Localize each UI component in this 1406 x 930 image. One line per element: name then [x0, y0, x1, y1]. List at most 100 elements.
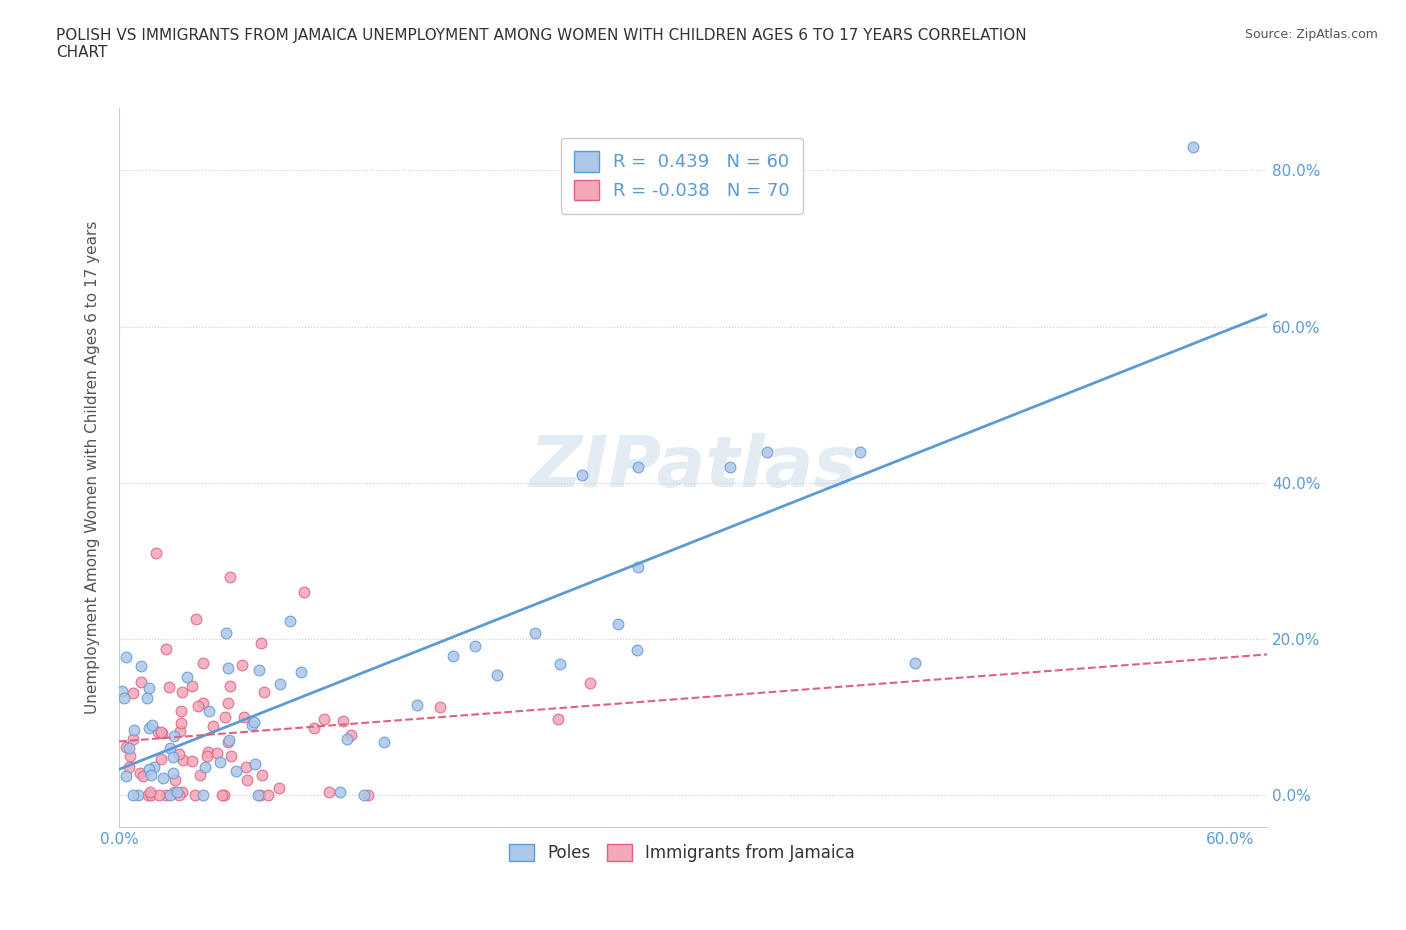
Poles [138, 681, 160, 696]
Poles [166, 784, 188, 799]
Immigrants from Jamaica [131, 674, 153, 689]
Immigrants from Jamaica [121, 732, 143, 747]
Immigrants from Jamaica [136, 788, 159, 803]
Poles [141, 767, 163, 782]
Poles [849, 445, 872, 459]
Poles [118, 741, 141, 756]
Poles [135, 691, 157, 706]
Poles [571, 468, 593, 483]
Poles [194, 760, 217, 775]
Immigrants from Jamaica [172, 685, 194, 700]
Immigrants from Jamaica [155, 788, 177, 803]
Immigrants from Jamaica [219, 569, 242, 584]
Poles [464, 638, 486, 653]
Poles [159, 788, 181, 803]
Immigrants from Jamaica [357, 788, 380, 803]
Poles [138, 721, 160, 736]
Immigrants from Jamaica [145, 546, 167, 561]
Immigrants from Jamaica [180, 679, 202, 694]
Immigrants from Jamaica [139, 788, 162, 803]
Poles [162, 749, 184, 764]
Immigrants from Jamaica [155, 642, 177, 657]
Immigrants from Jamaica [169, 724, 191, 738]
Poles [329, 785, 352, 800]
Poles [162, 765, 184, 780]
Immigrants from Jamaica [132, 769, 155, 784]
Immigrants from Jamaica [218, 678, 240, 693]
Poles [627, 460, 650, 475]
Immigrants from Jamaica [122, 685, 145, 700]
Immigrants from Jamaica [163, 785, 186, 800]
Poles [523, 625, 546, 640]
Immigrants from Jamaica [232, 710, 254, 724]
Text: ZIPatlas: ZIPatlas [530, 432, 856, 502]
Immigrants from Jamaica [339, 727, 361, 742]
Poles [290, 665, 312, 680]
Immigrants from Jamaica [186, 612, 208, 627]
Poles [217, 661, 239, 676]
Immigrants from Jamaica [172, 752, 194, 767]
Poles [143, 759, 166, 774]
Poles [756, 445, 779, 459]
Poles [1182, 140, 1205, 154]
Poles [247, 663, 270, 678]
Immigrants from Jamaica [148, 788, 170, 803]
Immigrants from Jamaica [170, 784, 193, 799]
Immigrants from Jamaica [129, 765, 152, 780]
Poles [124, 723, 146, 737]
Immigrants from Jamaica [193, 656, 215, 671]
Immigrants from Jamaica [236, 772, 259, 787]
Immigrants from Jamaica [202, 718, 225, 733]
Poles [141, 718, 163, 733]
Immigrants from Jamaica [150, 724, 173, 739]
Poles [548, 657, 571, 671]
Immigrants from Jamaica [547, 711, 569, 726]
Immigrants from Jamaica [250, 635, 273, 650]
Immigrants from Jamaica [292, 585, 315, 600]
Poles [353, 788, 375, 803]
Immigrants from Jamaica [217, 735, 239, 750]
Immigrants from Jamaica [115, 739, 138, 754]
Immigrants from Jamaica [118, 760, 141, 775]
Immigrants from Jamaica [579, 675, 602, 690]
Poles [225, 764, 247, 778]
Immigrants from Jamaica [332, 713, 354, 728]
Legend: Poles, Immigrants from Jamaica: Poles, Immigrants from Jamaica [502, 837, 862, 869]
Immigrants from Jamaica [139, 785, 162, 800]
Poles [112, 690, 135, 705]
Immigrants from Jamaica [149, 751, 172, 766]
Immigrants from Jamaica [314, 711, 336, 726]
Immigrants from Jamaica [193, 696, 215, 711]
Poles [240, 718, 263, 733]
Poles [138, 762, 160, 777]
Poles [626, 643, 648, 658]
Poles [218, 733, 240, 748]
Immigrants from Jamaica [165, 773, 187, 788]
Poles [121, 788, 143, 803]
Text: POLISH VS IMMIGRANTS FROM JAMAICA UNEMPLOYMENT AMONG WOMEN WITH CHILDREN AGES 6 : POLISH VS IMMIGRANTS FROM JAMAICA UNEMPL… [56, 28, 1026, 60]
Immigrants from Jamaica [118, 749, 141, 764]
Poles [215, 626, 238, 641]
Immigrants from Jamaica [214, 710, 236, 724]
Immigrants from Jamaica [157, 680, 180, 695]
Poles [245, 757, 267, 772]
Poles [243, 714, 266, 729]
Text: Source: ZipAtlas.com: Source: ZipAtlas.com [1244, 28, 1378, 41]
Poles [336, 732, 359, 747]
Poles [115, 768, 138, 783]
Immigrants from Jamaica [167, 788, 190, 803]
Poles [627, 559, 650, 574]
Immigrants from Jamaica [253, 684, 276, 699]
Immigrants from Jamaica [249, 788, 271, 803]
Poles [115, 649, 138, 664]
Immigrants from Jamaica [257, 788, 280, 803]
Immigrants from Jamaica [181, 753, 204, 768]
Immigrants from Jamaica [187, 698, 209, 713]
Poles [718, 460, 741, 475]
Poles [209, 754, 232, 769]
Poles [163, 729, 186, 744]
Poles [198, 703, 221, 718]
Immigrants from Jamaica [170, 715, 193, 730]
Poles [607, 617, 630, 631]
Poles [406, 698, 429, 712]
